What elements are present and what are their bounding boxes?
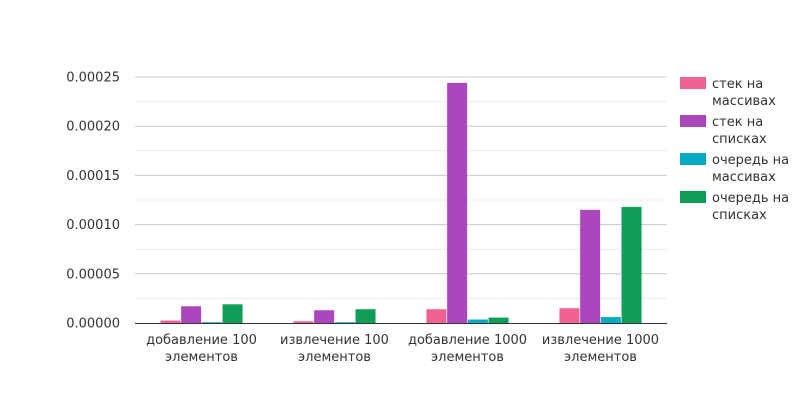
y-axis: 0.00000 0.00005 0.00010 0.00015 0.00020 0.000… [66, 71, 120, 332]
legend: стек на массивах стек на списках очередь на м… [680, 77, 789, 223]
y-tick-label: 0.00025 [66, 71, 120, 86]
x-tick-label: элементов [298, 350, 371, 365]
bar [222, 304, 243, 323]
bar [488, 317, 509, 323]
legend-swatch [680, 115, 706, 127]
y-tick-label: 0.00015 [66, 169, 120, 184]
legend-swatch [680, 77, 706, 89]
x-tick-label: добавление 1000 [408, 333, 527, 348]
y-tick-label: 0.00010 [66, 218, 120, 233]
bar [355, 309, 376, 323]
x-tick-label: извлечение 1000 [542, 333, 659, 348]
bar [447, 82, 468, 324]
bar [334, 322, 355, 323]
bar [201, 322, 222, 323]
legend-label: стек на [712, 77, 763, 92]
x-tick-label: извлечение 100 [280, 333, 389, 348]
y-tick-label: 0.00000 [66, 317, 120, 332]
legend-label: стек на [712, 115, 763, 130]
bar [181, 306, 202, 323]
grid [135, 76, 667, 299]
legend-label: очередь на [712, 191, 789, 206]
x-tick-label: элементов [165, 350, 238, 365]
legend-label: очередь на [712, 153, 789, 168]
x-tick-label: добавление 100 [146, 333, 257, 348]
legend-label: массивах [712, 94, 776, 109]
bar [559, 308, 580, 323]
legend-label: списках [712, 132, 767, 147]
bar [600, 317, 621, 323]
legend-swatch [680, 153, 706, 165]
bar [621, 206, 642, 323]
y-tick-label: 0.00020 [66, 120, 120, 135]
x-tick-label: элементов [431, 350, 504, 365]
bar [160, 320, 181, 323]
bar [580, 209, 601, 323]
bar [293, 321, 314, 323]
legend-label: массивах [712, 170, 776, 185]
bars [160, 82, 642, 324]
x-axis: добавление 100 элементов извлечение 100 эле… [135, 323, 667, 365]
legend-swatch [680, 191, 706, 203]
legend-label: списках [712, 208, 767, 223]
bar [426, 309, 447, 323]
bar [467, 319, 488, 323]
y-tick-label: 0.00005 [66, 267, 120, 282]
bar [314, 310, 335, 323]
x-tick-label: элементов [564, 350, 637, 365]
